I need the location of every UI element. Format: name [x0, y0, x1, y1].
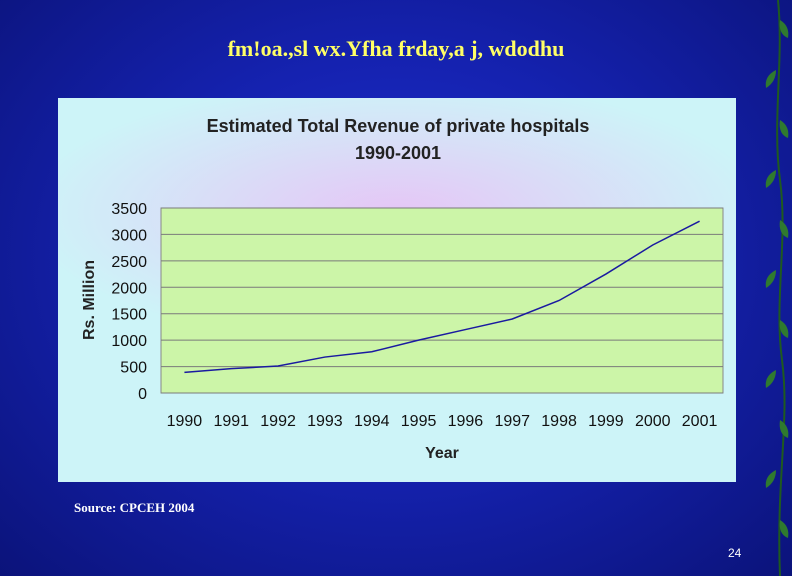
- chart-title: Estimated Total Revenue of private hospi…: [207, 116, 590, 136]
- x-tick-label: 1991: [213, 413, 249, 430]
- y-tick-label: 500: [120, 360, 147, 377]
- plot-area: 0 500 1000 1500 2000 2500 3000 3500 1990 1991 1992…: [111, 201, 724, 430]
- x-tick-label: 2000: [635, 413, 671, 430]
- x-tick-label: 1999: [588, 413, 624, 430]
- x-tick-label: 2001: [682, 413, 718, 430]
- x-tick-label: 1997: [494, 413, 530, 430]
- x-tick-label: 1995: [401, 413, 437, 430]
- page-number: 24: [728, 546, 742, 560]
- vine-decoration: [765, 0, 789, 576]
- y-axis-label: Rs. Million: [81, 260, 98, 340]
- x-tick-label: 1992: [260, 413, 296, 430]
- revenue-line-chart: Estimated Total Revenue of private hospi…: [81, 116, 724, 462]
- x-axis-label: Year: [425, 445, 459, 462]
- y-tick-label: 1500: [111, 307, 147, 324]
- x-tick-label: 1994: [354, 413, 390, 430]
- y-tick-label: 3000: [111, 227, 147, 244]
- x-tick-label: 1990: [167, 413, 203, 430]
- x-tick-label: 1993: [307, 413, 343, 430]
- series-line-revenue: [184, 220, 700, 374]
- chart-panel: Estimated Total Revenue of private hospi…: [58, 98, 736, 482]
- y-tick-label: 3500: [111, 201, 147, 218]
- x-tick-label: 1996: [448, 413, 484, 430]
- slide-title: fm!oa.,sl wx.Yfha frday,a j, wdodhu: [227, 36, 565, 61]
- y-tick-label: 1000: [111, 333, 147, 350]
- y-tick-label: 2500: [111, 254, 147, 271]
- source-note: Source: CPCEH 2004: [74, 500, 195, 515]
- plot-background: [160, 207, 724, 394]
- y-tick-label: 0: [138, 386, 147, 403]
- chart-subtitle: 1990-2001: [355, 143, 441, 163]
- y-tick-label: 2000: [111, 280, 147, 297]
- x-tick-label: 1998: [541, 413, 577, 430]
